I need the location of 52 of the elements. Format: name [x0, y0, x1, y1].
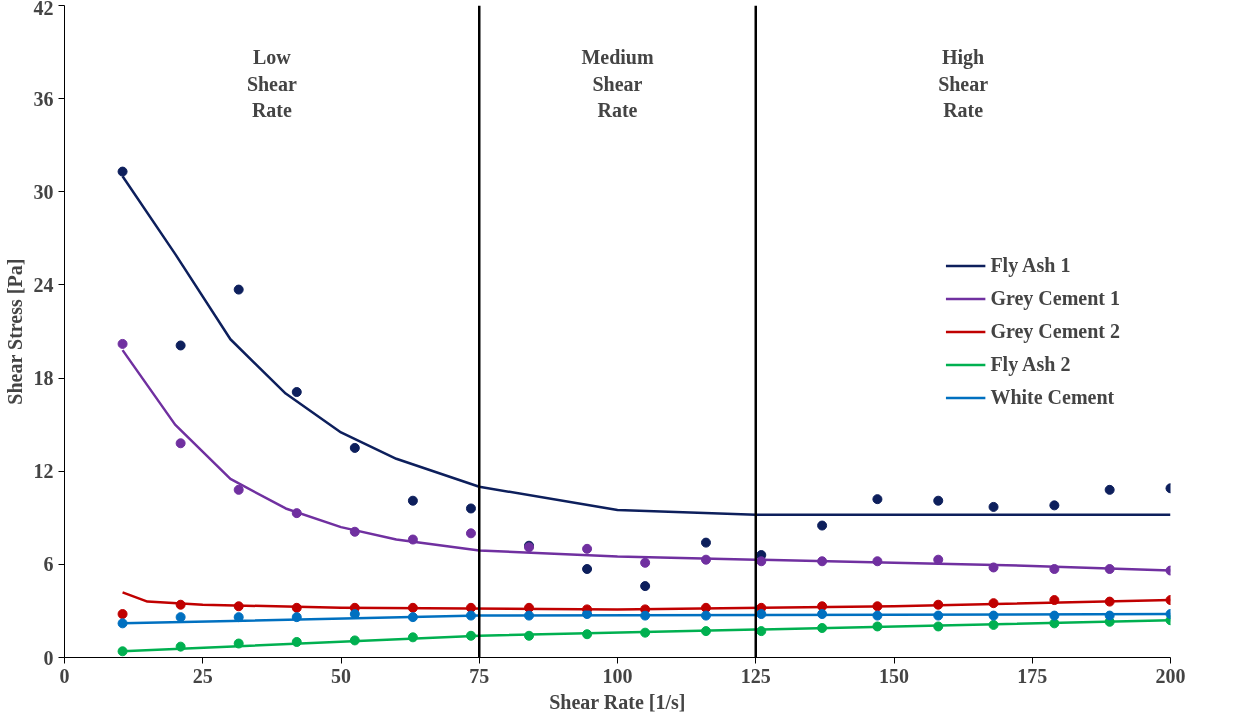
point — [700, 537, 711, 548]
y-tick-label: 24 — [33, 273, 54, 296]
x-tick-label: 50 — [331, 664, 351, 687]
x-tick-label: 0 — [59, 664, 70, 687]
legend-label: Grey Cement 1 — [990, 286, 1120, 310]
point — [465, 503, 476, 514]
point — [872, 494, 883, 505]
x-tick-label: 125 — [740, 664, 771, 687]
x-tick-label: 100 — [602, 664, 633, 687]
point — [582, 564, 593, 575]
x-tick-label: 150 — [879, 664, 909, 687]
point — [233, 484, 244, 495]
point — [117, 646, 128, 657]
point — [233, 284, 244, 295]
point — [988, 501, 999, 512]
point — [582, 543, 593, 554]
point — [640, 557, 651, 568]
legend-label: Fly Ash 2 — [990, 352, 1071, 376]
y-tick-label: 30 — [33, 180, 54, 203]
y-tick-label: 18 — [33, 367, 54, 390]
point — [175, 340, 186, 351]
point — [933, 495, 944, 506]
x-axis-title: Shear Rate [1/s] — [549, 690, 686, 713]
y-tick-label: 12 — [33, 460, 54, 483]
y-axis-title: Shear Stress [Pa] — [3, 258, 26, 405]
x-tick-label: 25 — [192, 664, 213, 687]
point — [407, 495, 418, 506]
legend-label: Grey Cement 2 — [990, 319, 1120, 343]
annotation: Medium Shear Rate — [581, 46, 654, 122]
line-series — [121, 591, 1171, 611]
x-tick-label: 200 — [1155, 664, 1186, 687]
x-tick-label: 175 — [1017, 664, 1048, 687]
point — [117, 609, 128, 620]
y-tick-label: 36 — [33, 87, 54, 110]
legend-label: Fly Ash 1 — [990, 253, 1071, 277]
y-tick-label: 6 — [43, 553, 54, 576]
point — [175, 438, 186, 449]
point — [349, 442, 360, 453]
point — [465, 528, 476, 539]
point — [1049, 500, 1060, 511]
annotation: Low Shear Rate — [246, 46, 297, 122]
y-tick-label: 0 — [43, 646, 54, 669]
legend-label: White Cement — [990, 385, 1115, 409]
point — [1104, 484, 1115, 495]
point — [291, 387, 302, 398]
point — [117, 166, 128, 177]
x-tick-label: 75 — [469, 664, 490, 687]
point — [117, 338, 128, 349]
point — [640, 581, 651, 592]
annotation: High Shear Rate — [938, 46, 989, 122]
y-tick-label: 42 — [33, 0, 54, 19]
point — [817, 520, 828, 531]
